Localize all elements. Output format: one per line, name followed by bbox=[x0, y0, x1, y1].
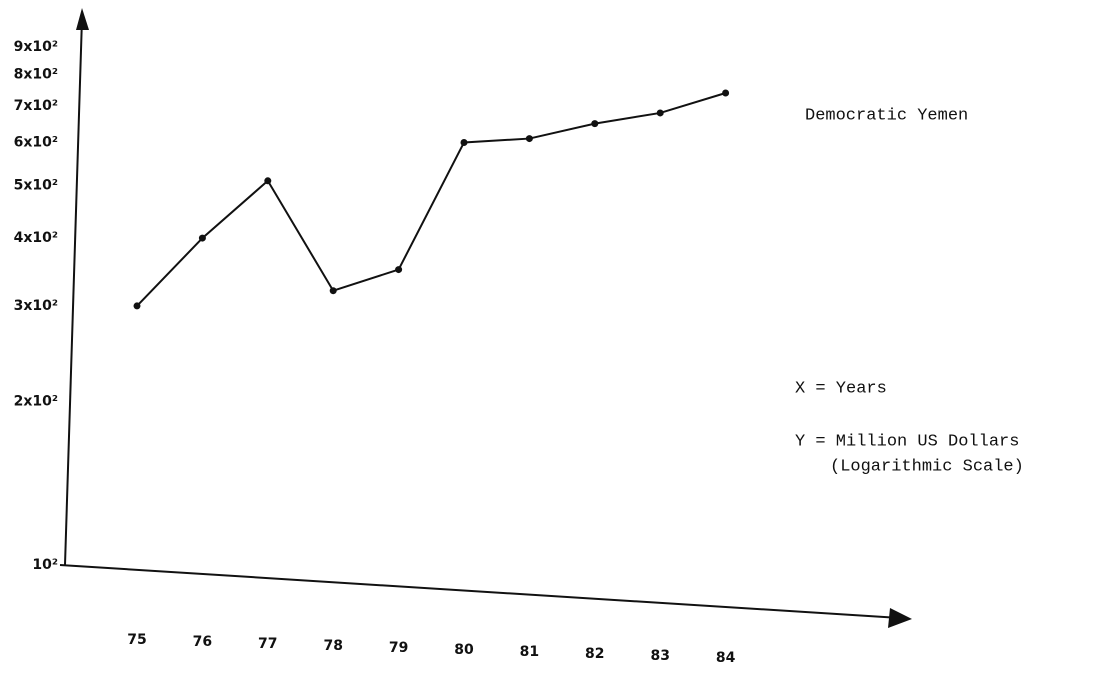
y-tick-label: 2x10² bbox=[14, 394, 58, 410]
x-tick-label: 84 bbox=[716, 650, 736, 666]
y-tick-label: 6x10² bbox=[14, 134, 58, 150]
annotation: Y = Million US Dollars bbox=[795, 432, 1019, 451]
x-tick-label: 75 bbox=[127, 632, 146, 648]
x-axis bbox=[59, 564, 901, 619]
x-tick-label: 80 bbox=[454, 642, 474, 658]
y-tick-label: 9x10² bbox=[14, 39, 58, 55]
data-point bbox=[656, 109, 664, 117]
y-tick-label: 7x10² bbox=[14, 98, 58, 114]
y-tick-label: 3x10² bbox=[14, 298, 58, 314]
data-point bbox=[460, 138, 468, 146]
annotation: X = Years bbox=[795, 379, 887, 398]
data-point bbox=[591, 120, 599, 128]
x-tick-label: 77 bbox=[258, 636, 277, 652]
x-axis-arrow bbox=[888, 608, 912, 628]
data-point bbox=[198, 234, 206, 242]
x-tick-label: 83 bbox=[650, 648, 669, 664]
x-tick-label: 79 bbox=[389, 640, 408, 656]
x-tick-label: 81 bbox=[520, 644, 539, 660]
data-point bbox=[525, 135, 533, 143]
data-point bbox=[264, 177, 272, 185]
data-point bbox=[329, 287, 337, 295]
data-point bbox=[395, 266, 403, 274]
x-tick-label: 82 bbox=[585, 646, 604, 662]
y-tick-label: 5x10² bbox=[14, 177, 58, 193]
annotation: (Logarithmic Scale) bbox=[830, 457, 1024, 476]
data-line bbox=[136, 92, 726, 307]
y-tick-label: 8x10² bbox=[14, 67, 58, 83]
y-tick-label: 4x10² bbox=[14, 230, 58, 246]
data-point bbox=[133, 302, 141, 310]
x-tick-label: 78 bbox=[323, 638, 342, 654]
y-axis bbox=[64, 17, 83, 566]
y-axis-arrow bbox=[76, 8, 89, 30]
legend-label: Democratic Yemen bbox=[805, 106, 968, 125]
data-point bbox=[722, 89, 730, 97]
y-tick-label: 10² bbox=[32, 557, 58, 573]
x-tick-label: 76 bbox=[193, 634, 212, 650]
